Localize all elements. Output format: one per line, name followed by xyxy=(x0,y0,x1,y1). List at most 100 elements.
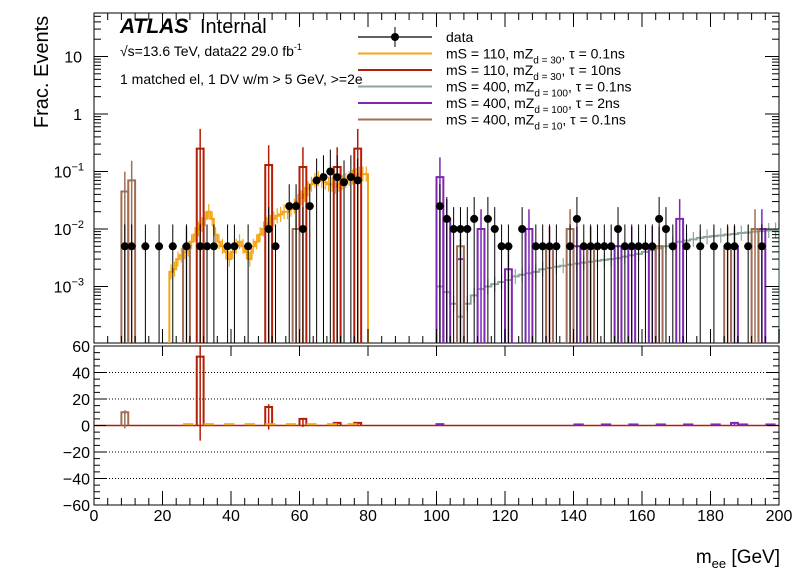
x-tick-label: 200 xyxy=(766,508,793,525)
data-point xyxy=(641,242,650,251)
atlas-header: ATLAS Internal √s=13.6 TeV, data22 29.0 … xyxy=(119,15,363,87)
data-point xyxy=(127,242,136,251)
main-plot-panel: 10−3 10−2 10−1 1 10 Frac. Events xyxy=(31,12,780,344)
data-point xyxy=(203,242,212,251)
data-point xyxy=(168,242,177,251)
data-point xyxy=(586,242,595,251)
y-tick-label: 10 xyxy=(64,50,82,67)
data-point xyxy=(744,242,753,251)
data-point xyxy=(340,178,349,187)
data-point xyxy=(305,202,314,211)
data-point xyxy=(552,242,561,251)
x-tick-label: 40 xyxy=(222,508,240,525)
data-point xyxy=(634,242,643,251)
data-point xyxy=(435,202,444,211)
data-point xyxy=(490,225,499,233)
data-point xyxy=(470,214,479,223)
data-point xyxy=(614,225,623,233)
ratio-y-tick-label: −20 xyxy=(63,445,90,462)
y-tick-label: 1 xyxy=(73,107,82,124)
ratio-y-tick-label: 0 xyxy=(81,419,90,436)
selection-text: 1 matched el, 1 DV w/m > 5 GeV, >=2e xyxy=(120,71,363,87)
data-point xyxy=(538,242,547,251)
data-point xyxy=(230,242,239,251)
legend-label: mS = 400, mZd = 10, τ = 0.1ns xyxy=(446,112,626,133)
x-tick-label: 60 xyxy=(291,508,309,525)
x-tick-label: 140 xyxy=(560,508,587,525)
data-point xyxy=(648,242,657,251)
data-point xyxy=(497,242,506,251)
data-point xyxy=(668,242,677,251)
data-point xyxy=(244,242,253,251)
lumi-superscript: -1 xyxy=(294,42,302,52)
data-point xyxy=(627,242,636,251)
energy-lumi-text: √s=13.6 TeV, data22 29.0 fb-1 xyxy=(120,42,302,59)
data-point xyxy=(120,242,129,251)
data-point xyxy=(333,173,342,182)
data-point xyxy=(696,242,705,251)
data-point xyxy=(209,242,218,251)
legend-label: mS = 400, mZd = 100, τ = 2ns xyxy=(446,95,620,116)
y-tick-label: 10−3 xyxy=(54,277,84,297)
x-tick-label: 80 xyxy=(359,508,377,525)
data-point xyxy=(442,214,451,223)
ratio-marks xyxy=(120,346,776,441)
data-point xyxy=(600,242,609,251)
data-point xyxy=(353,176,362,185)
x-axis-subscript: ee xyxy=(712,556,726,571)
legend-label: mS = 110, mZd = 30, τ = 0.1ns xyxy=(446,46,625,67)
data-point xyxy=(545,242,554,251)
data-point xyxy=(312,176,321,185)
data-point xyxy=(271,242,280,251)
data-point xyxy=(155,242,164,251)
data-point xyxy=(593,242,602,251)
data-point xyxy=(264,225,273,233)
main-y-axis: 10−3 10−2 10−1 1 10 xyxy=(54,15,779,328)
x-tick-label: 120 xyxy=(492,508,519,525)
data-point xyxy=(346,173,355,182)
ratio-y-tick-label: 20 xyxy=(72,392,90,409)
x-tick-label: 160 xyxy=(629,508,656,525)
legend-label: mS = 400, mZd = 100, τ = 0.1ns xyxy=(446,79,631,100)
data-point xyxy=(449,225,458,233)
data-point xyxy=(518,225,527,233)
ratio-y-axis: −60 −40 −20 0 20 40 60 xyxy=(63,339,779,515)
data-point xyxy=(757,242,766,251)
data-point xyxy=(319,173,328,182)
legend-label: data xyxy=(446,29,473,45)
ratio-grid xyxy=(94,372,779,479)
data-point xyxy=(285,202,294,211)
ratio-y-tick-label: 60 xyxy=(72,339,90,356)
data-point xyxy=(661,225,670,233)
main-curves xyxy=(120,128,780,343)
data-point xyxy=(483,214,492,223)
x-tick-label: 0 xyxy=(90,508,99,525)
y-tick-label: 10−2 xyxy=(54,219,84,239)
data-point xyxy=(463,225,472,233)
data-point xyxy=(531,242,540,251)
data-point xyxy=(326,167,335,176)
x-axis-label: mee [GeV] xyxy=(696,547,780,571)
data-point xyxy=(730,242,739,251)
x-axis: 0 20 40 60 80 100 120 140 160 180 200 xyxy=(90,13,793,525)
data-point xyxy=(579,242,588,251)
data-point xyxy=(298,225,307,233)
y-axis-label: Frac. Events xyxy=(31,16,53,128)
data-point xyxy=(709,242,718,251)
ratio-y-tick-label: 40 xyxy=(72,366,90,383)
x-tick-label: 180 xyxy=(697,508,724,525)
atlas-label: ATLAS xyxy=(119,15,188,38)
x-tick-label: 100 xyxy=(423,508,450,525)
atlas-status: Internal xyxy=(200,16,267,38)
data-point xyxy=(292,202,301,211)
data-point xyxy=(456,225,465,233)
data-point xyxy=(223,242,232,251)
data-point xyxy=(566,242,575,251)
data-point xyxy=(182,242,191,251)
data-point xyxy=(682,242,691,251)
legend-label: mS = 110, mZd = 30, τ = 10ns xyxy=(446,62,621,83)
data-point xyxy=(655,214,664,223)
data-point xyxy=(620,242,629,251)
